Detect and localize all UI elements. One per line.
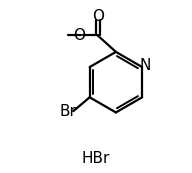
Text: O: O bbox=[92, 9, 104, 24]
Text: HBr: HBr bbox=[82, 151, 110, 166]
Text: O: O bbox=[74, 28, 86, 43]
Text: Br: Br bbox=[60, 104, 76, 119]
Text: N: N bbox=[140, 58, 151, 73]
